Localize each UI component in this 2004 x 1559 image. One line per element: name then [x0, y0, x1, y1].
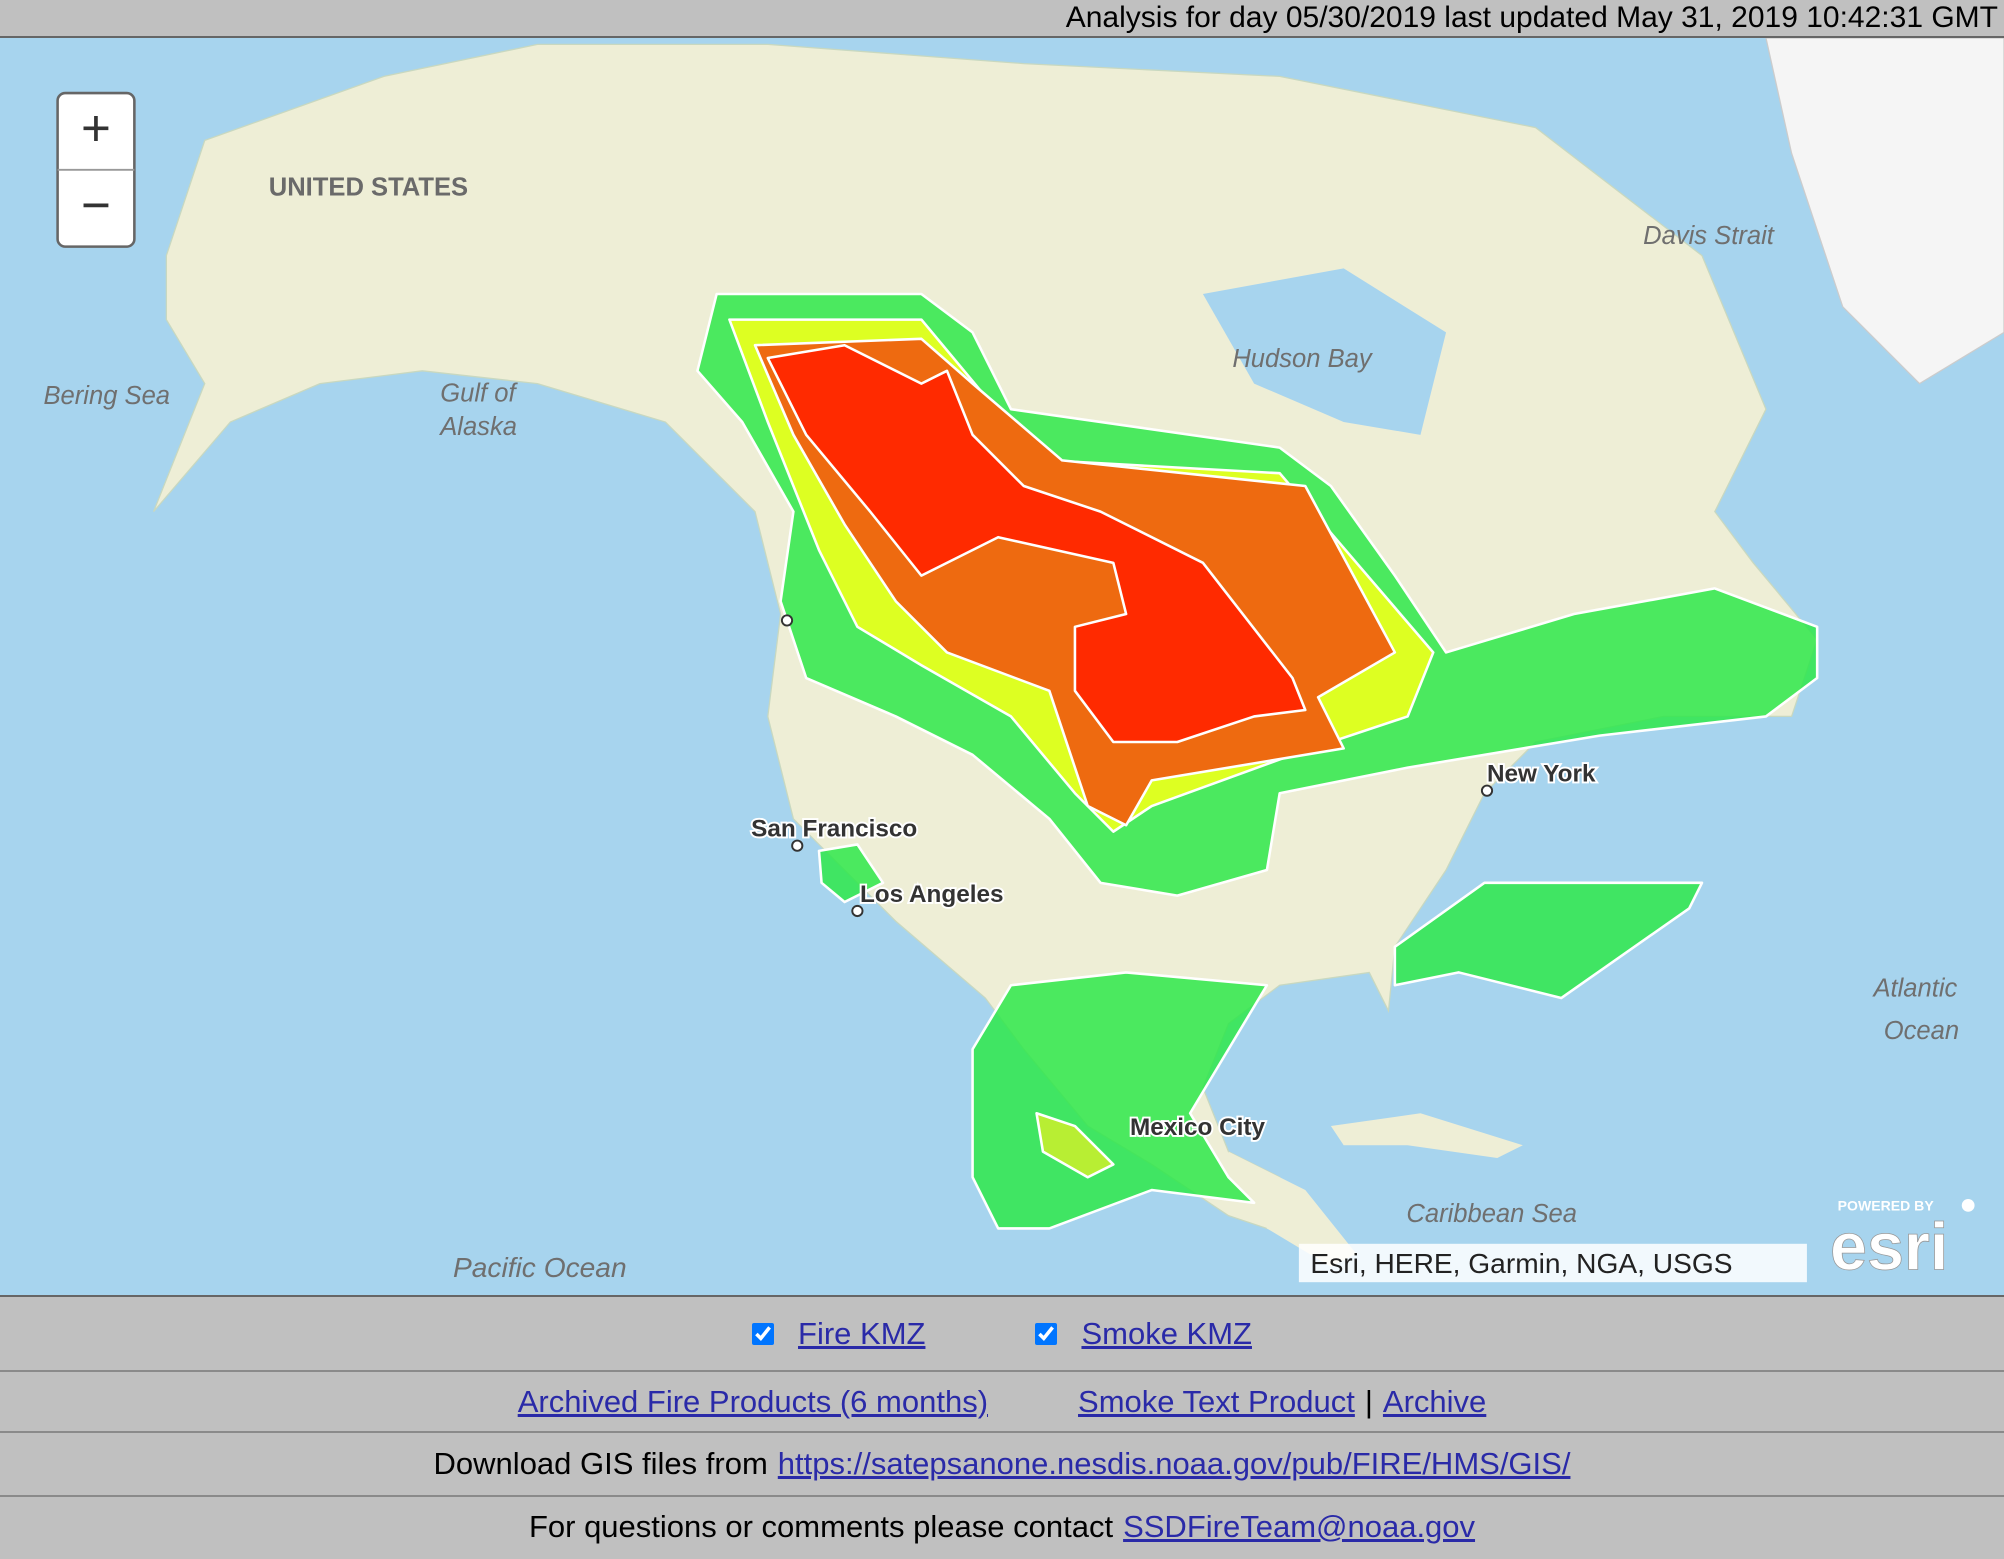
link[interactable]: Archive — [1382, 1383, 1487, 1419]
city-dot — [851, 904, 864, 918]
water-label: Ocean — [1884, 1017, 1959, 1045]
contact-row: For questions or comments please contact… — [0, 1497, 2004, 1557]
central-america — [1228, 1151, 1357, 1267]
link[interactable]: Smoke KMZ — [1081, 1315, 1252, 1351]
water-label: Davis Strait — [1643, 222, 1775, 250]
cuba — [1330, 1113, 1523, 1159]
baffin-island — [1433, 153, 1664, 333]
logo-dot — [1961, 1198, 1975, 1212]
link[interactable]: SSDFireTeam@noaa.gov — [1123, 1509, 1476, 1544]
country-label: UNITED STATES — [269, 173, 468, 201]
city-dot — [791, 839, 804, 852]
water-label: Bering Sea — [44, 382, 171, 410]
link[interactable]: Fire KMZ — [798, 1315, 926, 1351]
smoke-layer — [696, 292, 1819, 1230]
water-label: Atlantic — [1871, 975, 1957, 1003]
layer-toggle[interactable]: Smoke KMZ — [1035, 1316, 1252, 1352]
zoom-in-label[interactable]: + — [81, 100, 111, 157]
smoke-medium — [1035, 1111, 1115, 1179]
link[interactable]: https://satepsanone.nesdis.noaa.gov/pub/… — [777, 1446, 1571, 1481]
greenland — [1765, 38, 2004, 385]
zoom-out-label[interactable]: − — [81, 176, 111, 233]
contact-text: For questions or comments please contact — [528, 1509, 1114, 1544]
city-markers — [780, 614, 1494, 918]
smoke-light — [817, 843, 885, 904]
water-label: Hudson Bay — [1232, 345, 1374, 373]
city-label: Los Angeles — [860, 881, 1004, 908]
smoke-light — [1393, 881, 1704, 1000]
water-label: Gulf of — [440, 380, 518, 408]
water-label: Caribbean Sea — [1406, 1200, 1577, 1228]
status-text: Analysis for day 05/30/2019 last updated… — [1065, 1, 1998, 34]
links-row: Archived Fire Products (6 months) Smoke … — [0, 1372, 2004, 1433]
checkbox[interactable] — [1035, 1322, 1058, 1345]
hudson-bay — [1202, 268, 1447, 435]
city-label: New York — [1487, 761, 1596, 788]
layer-controls: Fire KMZ Smoke KMZ — [0, 1295, 2004, 1372]
city-dot — [780, 614, 794, 627]
city-label: Mexico City — [1130, 1114, 1265, 1141]
attribution-box — [1298, 1243, 1807, 1283]
water-label: Pacific Ocean — [453, 1252, 627, 1283]
smoke-light — [971, 971, 1269, 1230]
download-text: Download GIS files from — [433, 1446, 768, 1481]
download-row: Download GIS files from https://satepsan… — [0, 1433, 2004, 1497]
smoke-heavy — [766, 343, 1307, 744]
esri-logo[interactable]: esri — [1830, 1210, 1949, 1285]
city-label: San Francisco — [751, 816, 917, 843]
city-dot — [1480, 784, 1494, 797]
status-bar: Analysis for day 05/30/2019 last updated… — [0, 0, 2004, 38]
checkbox[interactable] — [752, 1322, 775, 1345]
logo-caption: POWERED BY — [1838, 1198, 1935, 1214]
layer-toggle[interactable]: Fire KMZ — [752, 1316, 925, 1352]
water-label: Alaska — [438, 413, 517, 441]
attribution: Esri, HERE, Garmin, NGA, USGS — [1310, 1248, 1732, 1279]
link[interactable]: Smoke Text Product — [1078, 1383, 1355, 1419]
separator: | — [1364, 1383, 1373, 1419]
zoom-control: + − — [56, 91, 136, 248]
link[interactable]: Archived Fire Products (6 months) — [517, 1383, 989, 1419]
map[interactable]: UNITED STATES Bering Sea Gulf of Alaska … — [0, 38, 2004, 1295]
